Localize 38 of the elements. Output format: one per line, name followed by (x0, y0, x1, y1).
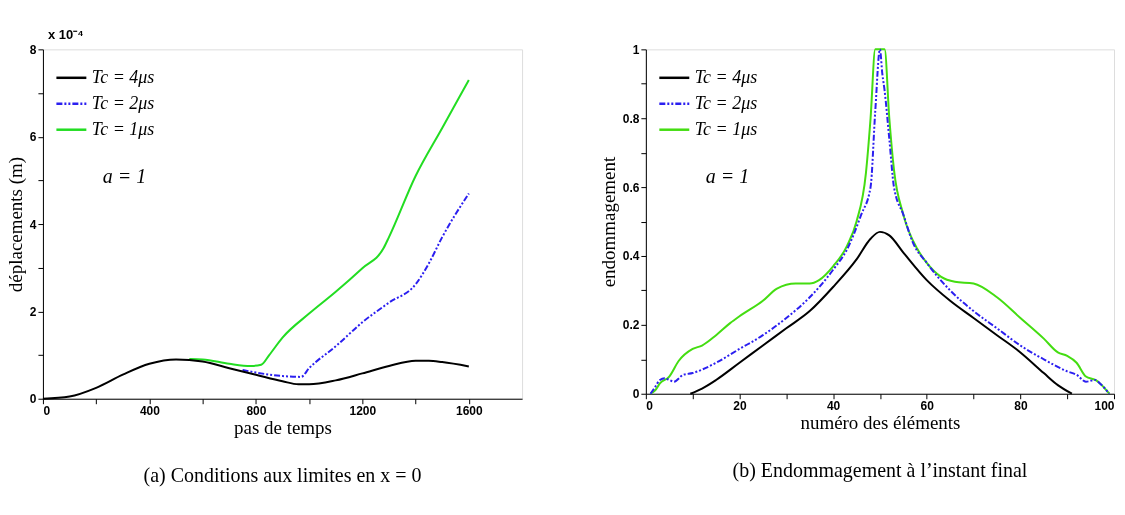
x-tick-label: 0 (43, 404, 51, 419)
x-tick-label: 1200 (349, 404, 377, 419)
y-tick-label: 0 (632, 387, 640, 402)
y-tick-label: 6 (29, 130, 37, 145)
legend-label: Tc = 1μs (91, 118, 155, 139)
y-tick-label: 2 (29, 304, 37, 319)
x-tick-label: 400 (139, 404, 161, 419)
y-axis-title: endommagement (597, 156, 619, 288)
y-tick-label: 0.4 (622, 249, 640, 264)
x-axis-title: pas de temps (234, 417, 332, 439)
y-tick-label: 1 (632, 42, 640, 57)
legend-label: Tc = 1μs (694, 118, 758, 139)
annotation: a = 1 (102, 165, 147, 188)
y-axis-title: déplacements (m) (4, 156, 27, 293)
y-tick-label: 0.6 (622, 180, 640, 195)
x-tick-label: 1600 (456, 404, 483, 419)
legend-label: Tc = 2μs (91, 92, 155, 113)
line-series (241, 192, 470, 378)
x-tick-label: 60 (920, 399, 935, 414)
legend-label: Tc = 4μs (91, 66, 155, 87)
x-axis-title: numéro des éléments (800, 412, 961, 434)
text: (b) Endommagement à l’instant final (732, 458, 1028, 482)
y-tick-label: 4 (29, 217, 37, 232)
text: (a) Conditions aux limites en x = 0 (143, 463, 422, 487)
y-tick-label: 0.8 (622, 111, 640, 126)
x-tick-label: 80 (1014, 399, 1028, 414)
x-tick-label: 40 (826, 399, 841, 414)
x-tick-label: 100 (1094, 399, 1115, 414)
line-series (188, 78, 470, 367)
x-tick-label: 0 (646, 399, 654, 414)
y-tick-label: 0.2 (622, 318, 640, 333)
legend-label: Tc = 4μs (694, 66, 758, 87)
y-tick-label: 8 (29, 42, 37, 57)
x-tick-label: 20 (733, 399, 747, 414)
x-tick-label: 800 (246, 404, 267, 419)
annotation: a = 1 (705, 165, 750, 188)
legend-label: Tc = 2μs (694, 92, 758, 113)
text: x 10⁻⁴ (47, 27, 84, 43)
